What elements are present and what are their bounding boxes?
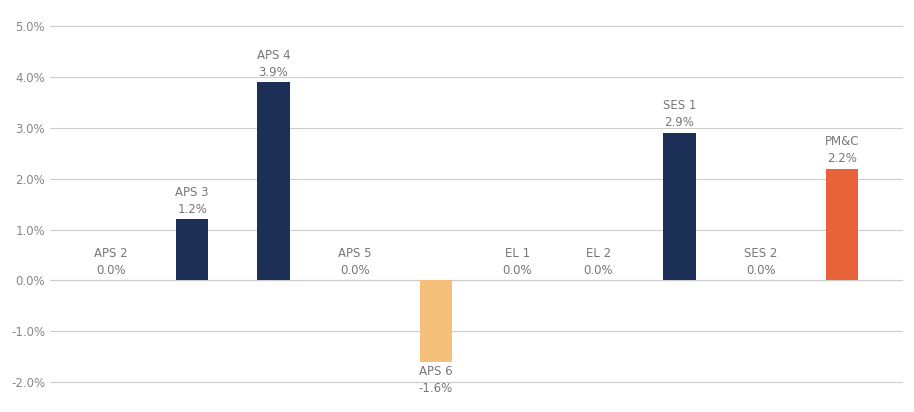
Text: APS 4
3.9%: APS 4 3.9% <box>257 49 291 79</box>
Bar <box>825 169 858 280</box>
Bar <box>664 133 696 280</box>
Text: SES 1
2.9%: SES 1 2.9% <box>663 99 696 129</box>
Bar <box>420 280 452 362</box>
Bar <box>257 82 290 280</box>
Text: SES 2
0.0%: SES 2 0.0% <box>744 247 778 277</box>
Text: EL 1
0.0%: EL 1 0.0% <box>503 247 532 277</box>
Text: APS 5
0.0%: APS 5 0.0% <box>338 247 371 277</box>
Bar <box>176 219 208 280</box>
Text: PM&C
2.2%: PM&C 2.2% <box>824 135 859 165</box>
Text: APS 3
1.2%: APS 3 1.2% <box>175 186 209 216</box>
Text: APS 2
0.0%: APS 2 0.0% <box>94 247 128 277</box>
Text: APS 6
-1.6%: APS 6 -1.6% <box>419 365 453 395</box>
Text: EL 2
0.0%: EL 2 0.0% <box>583 247 613 277</box>
